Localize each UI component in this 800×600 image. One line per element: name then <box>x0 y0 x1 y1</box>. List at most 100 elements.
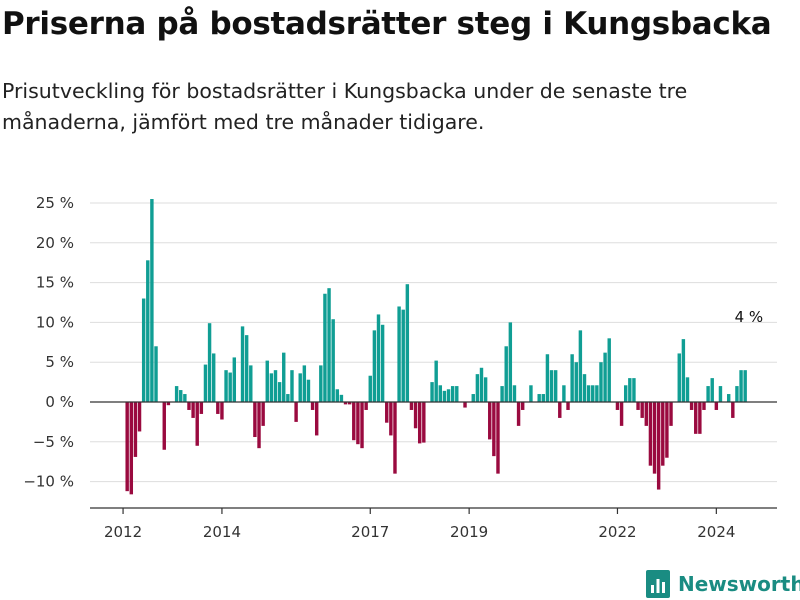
bar <box>187 402 191 410</box>
bar <box>570 354 574 402</box>
bar <box>537 394 541 402</box>
bar <box>347 402 352 405</box>
bar <box>401 309 405 402</box>
bar <box>294 402 298 422</box>
bar <box>516 402 521 426</box>
bar <box>203 364 208 402</box>
bar <box>619 402 624 426</box>
bar <box>380 324 385 402</box>
bar <box>343 402 348 405</box>
bar <box>512 385 517 402</box>
bar <box>364 402 368 410</box>
bar <box>488 402 492 440</box>
bar <box>574 362 578 402</box>
bar <box>356 402 360 445</box>
bar <box>323 293 327 402</box>
bar <box>261 402 265 426</box>
bar <box>607 338 611 402</box>
bar <box>661 402 665 466</box>
bar <box>199 402 204 414</box>
bar <box>463 402 467 408</box>
bar <box>665 402 669 458</box>
bar <box>628 378 632 402</box>
bar <box>623 385 628 402</box>
bar <box>743 370 747 402</box>
bar <box>578 330 583 402</box>
bar <box>166 402 171 406</box>
bar <box>632 378 636 402</box>
bar <box>735 386 739 402</box>
bar <box>302 365 307 402</box>
bar <box>479 367 484 402</box>
bar <box>586 385 591 402</box>
bar <box>615 402 620 410</box>
bar <box>290 370 294 402</box>
bar <box>694 402 698 434</box>
y-tick-label: 10 % <box>36 313 74 331</box>
bar <box>689 402 694 410</box>
brand-name: Newsworthy <box>678 572 800 596</box>
bar <box>438 385 443 402</box>
x-tick-label: 2022 <box>598 523 636 541</box>
bar <box>714 402 719 410</box>
bar <box>183 394 187 402</box>
bar <box>368 375 372 402</box>
bar <box>125 402 129 492</box>
bar <box>706 386 710 402</box>
bar <box>553 370 558 402</box>
bar <box>146 260 150 402</box>
y-tick-label: 0 % <box>45 393 74 411</box>
bar <box>191 402 195 418</box>
x-tick-label: 2024 <box>697 523 735 541</box>
brand[interactable]: Newsworthy <box>646 568 800 600</box>
bar <box>648 402 653 466</box>
bar <box>475 374 480 402</box>
latest-value-annotation: 4 % <box>735 308 764 326</box>
bar <box>397 306 401 402</box>
x-tick-label: 2017 <box>351 523 389 541</box>
bar <box>685 377 690 402</box>
chart-title: Priserna på bostadsrätter steg i Kungsba… <box>2 6 772 42</box>
bar <box>360 402 364 449</box>
x-tick-label: 2019 <box>450 523 488 541</box>
bar <box>603 352 607 402</box>
bar <box>393 402 397 474</box>
bar <box>150 199 154 402</box>
bar <box>314 402 319 436</box>
bar <box>265 360 269 402</box>
bar <box>376 314 381 402</box>
bar <box>216 402 220 414</box>
bar <box>529 385 533 402</box>
bar <box>471 394 475 402</box>
bar <box>249 365 253 402</box>
bar <box>508 322 513 402</box>
bar <box>483 377 488 402</box>
y-tick-label: 5 % <box>45 353 74 371</box>
bar <box>702 402 706 410</box>
bar <box>253 402 257 438</box>
bar <box>500 386 504 402</box>
bar <box>306 379 311 402</box>
bar <box>413 402 418 429</box>
bar <box>549 370 554 402</box>
bars <box>125 199 747 495</box>
bar <box>339 394 344 402</box>
bar <box>520 402 525 410</box>
bar <box>409 402 414 410</box>
bar <box>224 370 228 402</box>
bar <box>129 402 134 495</box>
bar <box>389 402 393 436</box>
bar <box>141 298 146 402</box>
bar <box>220 402 224 420</box>
bar <box>541 394 546 402</box>
bar <box>640 402 644 418</box>
bar <box>195 402 199 446</box>
bar <box>652 402 657 474</box>
bar <box>599 362 603 402</box>
bar <box>636 402 640 410</box>
bar <box>372 330 377 402</box>
bar <box>566 402 570 410</box>
bar <box>446 389 451 402</box>
bar <box>352 402 356 441</box>
